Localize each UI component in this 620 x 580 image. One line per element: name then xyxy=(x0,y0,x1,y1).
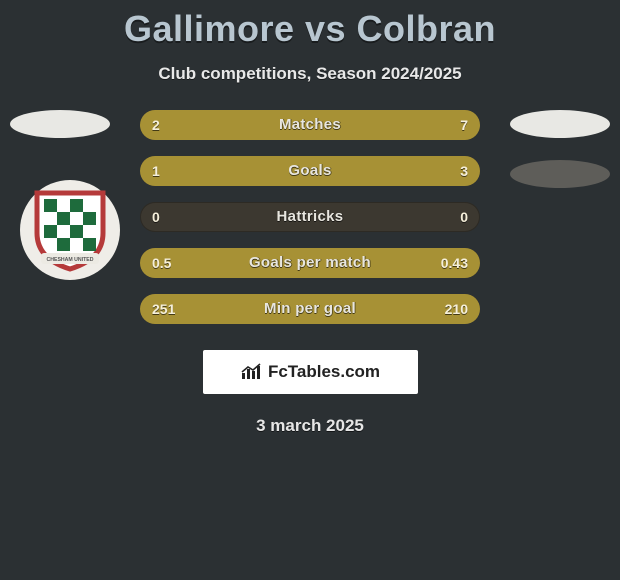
bar-row-goals: 1 3 Goals xyxy=(140,156,480,186)
comparison-region: CHESHAM UNITED 2 7 Matches 1 3 Goals 0 0… xyxy=(0,110,620,330)
bar-row-goals-per-match: 0.5 0.43 Goals per match xyxy=(140,248,480,278)
page-subtitle: Club competitions, Season 2024/2025 xyxy=(0,64,620,84)
bar-label: Matches xyxy=(140,110,480,140)
date-label: 3 march 2025 xyxy=(0,416,620,436)
bar-label: Goals xyxy=(140,156,480,186)
brand-badge: FcTables.com xyxy=(203,350,418,394)
bar-label: Min per goal xyxy=(140,294,480,324)
left-team-pill xyxy=(10,110,110,138)
svg-text:CHESHAM UNITED: CHESHAM UNITED xyxy=(47,257,94,263)
shield-icon: CHESHAM UNITED xyxy=(31,187,109,273)
team-crest: CHESHAM UNITED xyxy=(20,180,120,280)
bar-row-hattricks: 0 0 Hattricks xyxy=(140,202,480,232)
chart-icon xyxy=(240,363,262,381)
bar-label: Hattricks xyxy=(140,202,480,232)
brand-text: FcTables.com xyxy=(268,362,380,382)
stat-bars: 2 7 Matches 1 3 Goals 0 0 Hattricks 0.5 … xyxy=(140,110,480,340)
right-team-pill-1 xyxy=(510,110,610,138)
page-title: Gallimore vs Colbran xyxy=(0,0,620,50)
bar-label: Goals per match xyxy=(140,248,480,278)
bar-row-min-per-goal: 251 210 Min per goal xyxy=(140,294,480,324)
bar-row-matches: 2 7 Matches xyxy=(140,110,480,140)
right-team-pill-2 xyxy=(510,160,610,188)
